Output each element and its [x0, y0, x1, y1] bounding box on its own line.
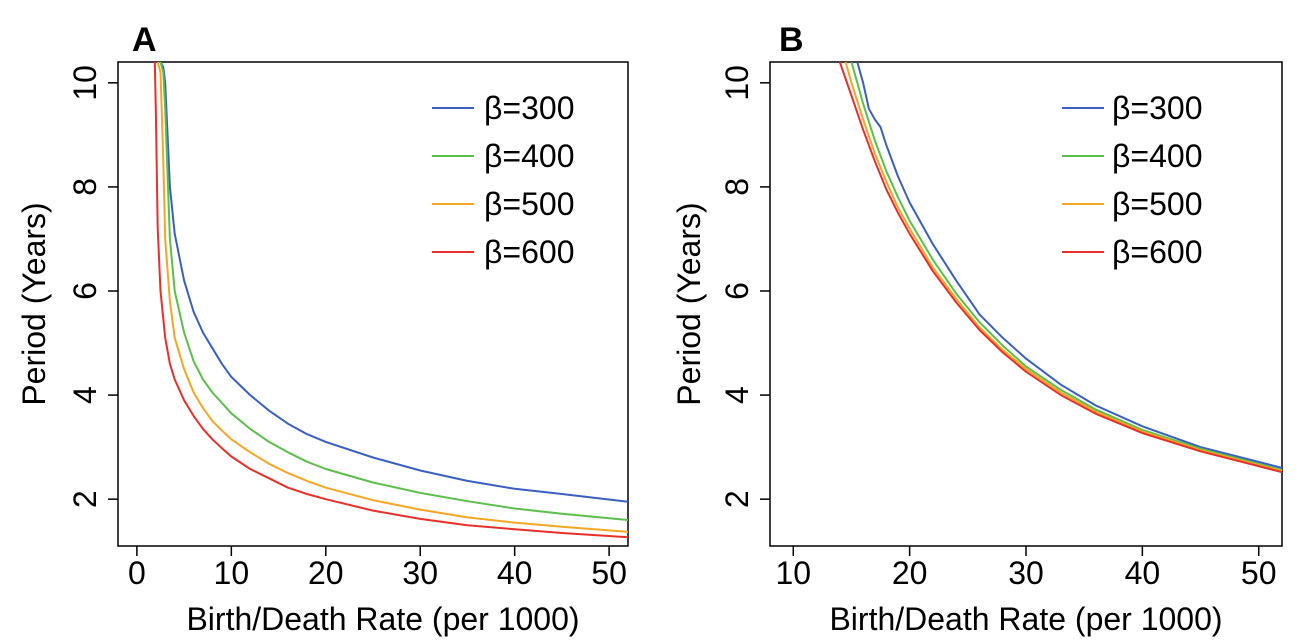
panel-letter: B: [779, 21, 804, 59]
x-tick-label: 10: [775, 555, 811, 591]
panel-b: B 10 20 30 40 50 2 4 6 8 10 Birth/Death Rate (per 1…: [671, 21, 1283, 637]
y-tick-label: 2: [67, 490, 103, 508]
series-line-4: [153, 62, 628, 539]
legend-label: β=500: [1112, 186, 1202, 222]
y-tick-label: 10: [719, 65, 755, 101]
y-tick-label: 8: [67, 178, 103, 196]
legend-label: β=500: [484, 186, 574, 222]
x-tick-label: 40: [1125, 555, 1161, 591]
legend-label: β=300: [484, 90, 574, 126]
legend: β=300 β=400 β=500 β=600: [432, 90, 574, 270]
y-tick-label: 8: [719, 178, 755, 196]
plot-frame: [769, 61, 1283, 547]
legend-label: β=600: [484, 234, 574, 270]
x-tick-label: 20: [892, 555, 928, 591]
y-tick-label: 10: [67, 65, 103, 101]
x-tick-label: 40: [497, 555, 533, 591]
series-line-1: [157, 62, 628, 503]
y-axis-label: Period (Years): [671, 202, 707, 405]
x-tick-label: 30: [1008, 555, 1044, 591]
x-axis-label: Birth/Death Rate (per 1000): [186, 601, 579, 637]
legend-label: β=300: [1112, 90, 1202, 126]
legend-label: β=600: [1112, 234, 1202, 270]
panel-letter: A: [132, 21, 157, 59]
plot-frame: [117, 61, 629, 547]
series-line-3: [156, 62, 628, 533]
y-tick-label: 6: [67, 282, 103, 300]
series-group: [838, 62, 1282, 474]
legend: β=300 β=400 β=500 β=600: [1062, 90, 1202, 270]
series-group: [153, 62, 628, 539]
y-tick-label: 4: [719, 386, 755, 404]
series-line-1: [856, 62, 1282, 469]
panel-a: A 0 10 20 30 40 50 2 4 6 8 10 Birth/Death Rate (per …: [16, 21, 629, 637]
series-line-2: [850, 62, 1282, 471]
y-tick-label: 2: [719, 490, 755, 508]
x-tick-label: 0: [128, 555, 146, 591]
y-tick-label: 6: [719, 282, 755, 300]
x-tick-label: 50: [1241, 555, 1277, 591]
x-tick-label: 50: [591, 555, 627, 591]
legend-label: β=400: [484, 138, 574, 174]
y-tick-label: 4: [67, 386, 103, 404]
series-line-2: [157, 62, 628, 521]
x-axis-label: Birth/Death Rate (per 1000): [829, 601, 1222, 637]
x-tick-label: 10: [214, 555, 250, 591]
legend-label: β=400: [1112, 138, 1202, 174]
x-tick-label: 30: [402, 555, 438, 591]
x-tick-label: 20: [308, 555, 344, 591]
series-line-4: [838, 62, 1282, 474]
y-axis-label: Period (Years): [16, 202, 52, 405]
series-line-3: [844, 62, 1282, 473]
